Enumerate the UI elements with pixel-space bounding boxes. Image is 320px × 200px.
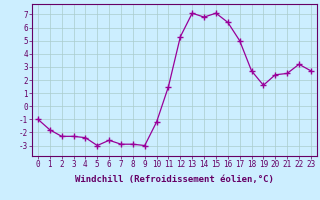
X-axis label: Windchill (Refroidissement éolien,°C): Windchill (Refroidissement éolien,°C) (75, 175, 274, 184)
